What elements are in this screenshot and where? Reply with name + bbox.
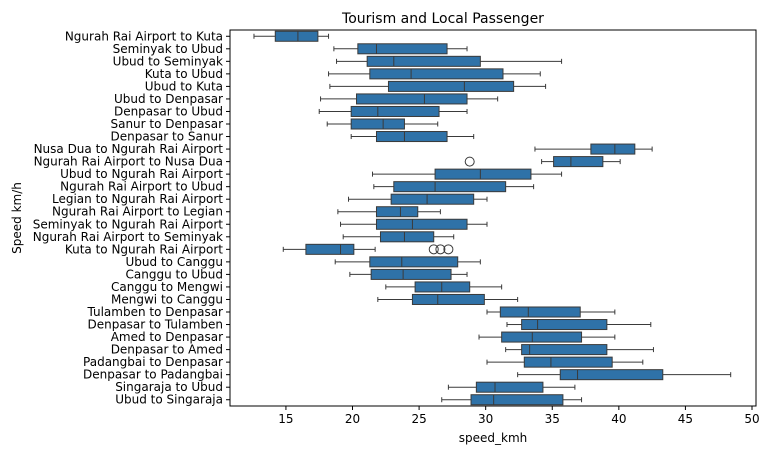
y-tick-label: Canggu to Mengwi <box>111 280 223 294</box>
box <box>523 356 613 368</box>
y-tick-label: Seminyak to Ubud <box>113 42 223 56</box>
box <box>274 30 319 42</box>
y-tick-label: Denpasar to Tulamben <box>87 318 223 332</box>
box <box>411 293 485 305</box>
y-tick-label: Denpasar to Padangbai <box>83 368 223 382</box>
x-tick-label: 35 <box>545 412 560 426</box>
box <box>470 394 564 406</box>
box <box>369 68 504 80</box>
outlier-point <box>464 156 475 167</box>
box <box>356 93 468 105</box>
box <box>379 231 435 243</box>
y-tick-label: Nusa Dua to Ngurah Rai Airport <box>34 142 224 156</box>
box <box>370 268 452 280</box>
box <box>350 118 405 130</box>
axes-frame <box>229 29 757 407</box>
box <box>553 156 604 168</box>
x-tick-label: 40 <box>611 412 626 426</box>
box <box>501 331 583 343</box>
y-tick-label: Canggu to Ubud <box>126 267 223 281</box>
y-tick-label: Singaraja to Ubud <box>115 380 223 394</box>
chart-title: Tourism and Local Passenger <box>341 11 544 27</box>
y-tick-label: Denpasar to Sanur <box>110 130 223 144</box>
box <box>375 131 448 143</box>
y-tick-label: Seminyak to Ngurah Rai Airport <box>33 217 224 231</box>
box <box>350 105 440 117</box>
box <box>369 256 459 268</box>
x-tick-label: 30 <box>478 412 493 426</box>
y-tick-label: Kuta to Ngurah Rai Airport <box>65 242 223 256</box>
y-tick-label: Ngurah Rai Airport to Nusa Dua <box>34 155 223 169</box>
y-tick-label: Mengwi to Canggu <box>111 292 223 306</box>
box <box>414 281 471 293</box>
y-tick-label: Ngurah Rai Airport to Seminyak <box>33 230 223 244</box>
box <box>590 143 636 155</box>
y-tick-label: Kuta to Ubud <box>145 67 223 81</box>
outlier-point <box>428 244 439 255</box>
x-tick-label: 20 <box>345 412 360 426</box>
y-tick-label: Legian to Ngurah Rai Airport <box>52 192 223 206</box>
y-tick-label: Ngurah Rai Airport to Kuta <box>65 29 223 43</box>
box <box>475 381 544 393</box>
box <box>366 55 481 67</box>
y-tick-label: Ubud to Singaraja <box>115 393 223 407</box>
x-tick-label: 45 <box>678 412 693 426</box>
y-tick-label: Padangbai to Denpasar <box>83 355 223 369</box>
y-tick-label: Tulamben to Denpasar <box>86 305 223 319</box>
box <box>305 243 355 255</box>
box <box>357 43 448 55</box>
box <box>559 369 664 381</box>
box <box>375 206 419 218</box>
y-tick-label: Denpasar to Amed <box>111 343 223 357</box>
x-tick-label: 50 <box>744 412 759 426</box>
box <box>393 181 507 193</box>
box <box>390 193 475 205</box>
y-tick-label: Ubud to Kuta <box>145 79 223 93</box>
y-tick-label: Ubud to Seminyak <box>113 54 223 68</box>
y-tick-label: Denpasar to Ubud <box>114 104 223 118</box>
y-tick-label: Ubud to Denpasar <box>114 92 223 106</box>
outlier-point <box>435 244 446 255</box>
outlier-point <box>443 244 454 255</box>
y-tick-label: Amed to Denpasar <box>111 330 223 344</box>
y-axis-label: Speed km/h <box>10 182 24 254</box>
y-tick-label: Ubud to Ngurah Rai Airport <box>60 167 223 181</box>
box <box>434 168 532 180</box>
x-tick-label: 15 <box>278 412 293 426</box>
y-tick-label: Ngurah Rai Airport to Legian <box>52 205 223 219</box>
x-axis-label: speed_kmh <box>459 431 528 445</box>
box <box>387 80 515 92</box>
box <box>521 319 608 331</box>
y-tick-label: Ngurah Rai Airport to Ubud <box>60 180 223 194</box>
box <box>375 218 468 230</box>
y-tick-label: Sanur to Denpasar <box>110 117 223 131</box>
box <box>521 344 608 356</box>
y-tick-label: Ubud to Canggu <box>126 255 223 269</box>
box <box>499 306 581 318</box>
x-tick-label: 25 <box>411 412 426 426</box>
